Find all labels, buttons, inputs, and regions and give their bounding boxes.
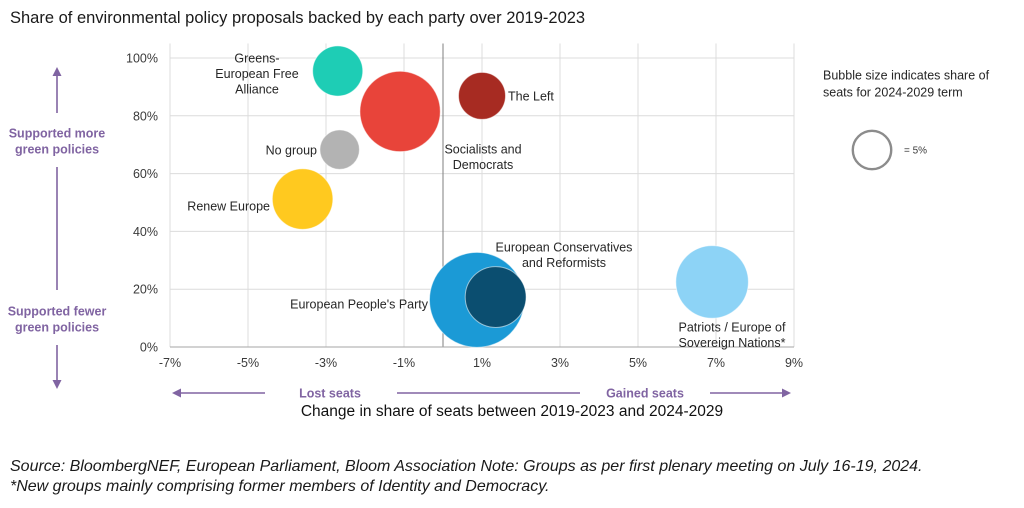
y-tick-label: 40% — [133, 225, 158, 239]
bubble-label: Renew Europe — [187, 200, 270, 214]
size-legend: Bubble size indicates share of seats for… — [823, 69, 990, 171]
bubble-label: The Left — [508, 90, 554, 104]
bubble-label: Sovereign Nations* — [678, 336, 785, 350]
x-tick-label: 9% — [785, 356, 803, 370]
x-tick-label: 5% — [629, 356, 647, 370]
y-tick-label: 20% — [133, 283, 158, 297]
legend-title-line-2: seats for 2024-2029 term — [823, 86, 963, 100]
y-direction-indicator: Supported more green policies Supported … — [8, 67, 107, 389]
down-label-line-1: Supported fewer — [8, 305, 107, 319]
bubble-patriots-europe-of-sovereign-nations — [675, 245, 749, 319]
y-tick-label: 80% — [133, 109, 158, 123]
bubble-label: Greens- — [234, 52, 279, 66]
bubble-label: and Reformists — [522, 256, 606, 270]
footnote: *New groups mainly comprising former mem… — [10, 478, 549, 495]
bubble-label: Democrats — [453, 158, 513, 172]
source-note: Source: BloombergNEF, European Parliamen… — [10, 458, 922, 475]
x-tick-label: -3% — [315, 356, 337, 370]
x-direction-indicator: Lost seats Gained seats — [172, 387, 791, 401]
x-tick-label: 3% — [551, 356, 569, 370]
x-tick-label: -7% — [159, 356, 181, 370]
down-arrow-icon — [52, 380, 62, 389]
bubble-socialists-and-democrats — [359, 70, 441, 153]
legend-size-circle — [851, 129, 893, 171]
bubble-the-left — [457, 71, 507, 120]
chart-title: Share of environmental policy proposals … — [10, 9, 585, 27]
up-label-line-2: green policies — [15, 143, 99, 157]
left-arrow-icon — [172, 388, 181, 398]
bubble-label: Alliance — [235, 83, 279, 97]
axes: 0% 20% 40% 60% 80% 100% -7% -5% -3% -1% 1% 3% 5% 7% 9% — [126, 43, 803, 370]
x-tick-label: 1% — [473, 356, 491, 370]
y-tick-label: 100% — [126, 52, 158, 66]
bubble-label: European Conservatives — [496, 241, 633, 255]
bubble-label: European Free — [215, 67, 298, 81]
x-tick-label: -1% — [393, 356, 415, 370]
y-tick-label: 0% — [140, 341, 158, 355]
up-arrow-icon — [52, 67, 62, 76]
legend-size-label: = 5% — [904, 146, 927, 157]
y-tick-label: 60% — [133, 167, 158, 181]
lost-seats-label: Lost seats — [299, 387, 361, 401]
x-tick-label: 7% — [707, 356, 725, 370]
bubble-labels: Greens-European Free Alliance Socialists a… — [187, 52, 786, 351]
bubble-greens-european-free-alliance — [312, 45, 364, 97]
bubble-label: European People's Party — [290, 298, 429, 312]
legend-title-line-1: Bubble size indicates share of — [823, 69, 990, 83]
x-axis-title: Change in share of seats between 2019-20… — [301, 403, 723, 420]
right-arrow-icon — [782, 388, 791, 398]
x-tick-label: -5% — [237, 356, 259, 370]
bubble-label: Patriots / Europe of — [678, 321, 786, 335]
gained-seats-label: Gained seats — [606, 387, 684, 401]
up-label-line-1: Supported more — [9, 127, 106, 141]
bubble-european-conservatives-and-reformists — [464, 266, 527, 328]
bubbles — [271, 45, 749, 348]
down-label-line-2: green policies — [15, 321, 99, 335]
bubble-label: No group — [266, 144, 317, 158]
bubble-renew-europe — [271, 168, 334, 230]
bubble-no-group — [319, 129, 360, 170]
bubble-label: Socialists and — [444, 143, 521, 157]
